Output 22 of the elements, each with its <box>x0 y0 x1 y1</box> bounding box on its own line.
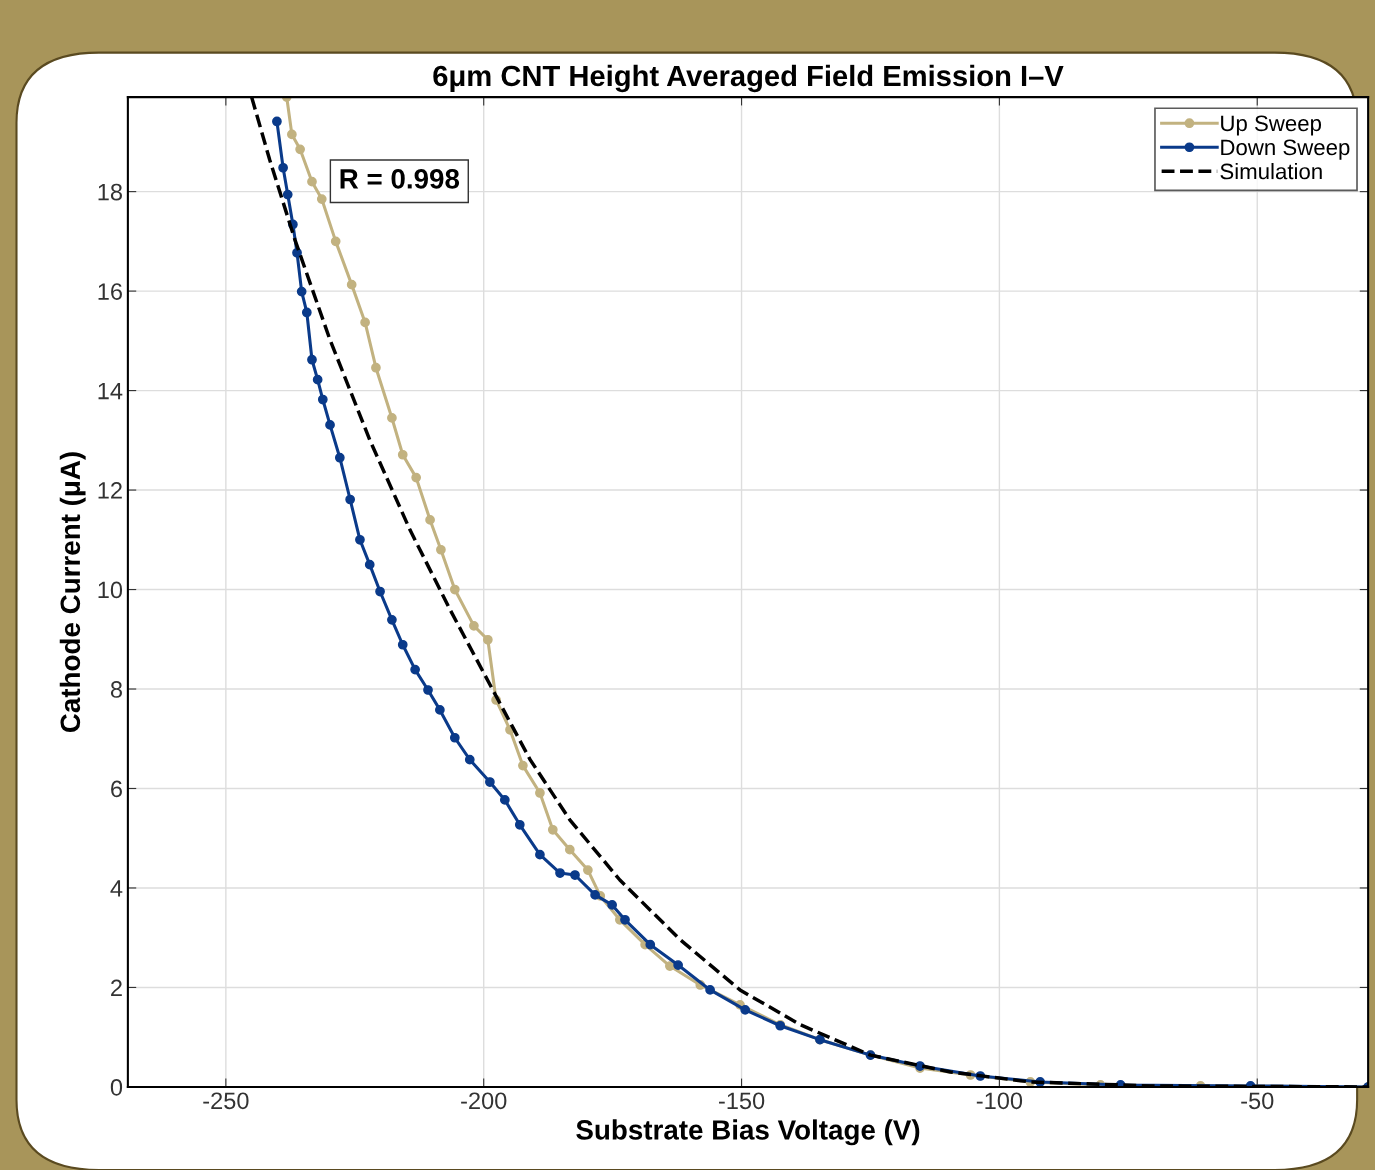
y-tick-label: 16 <box>98 283 122 300</box>
y-tick-label: 8 <box>110 681 122 698</box>
y-axis-title: Cathode Current (μA) <box>59 452 86 733</box>
y-tick-label: 14 <box>98 382 123 400</box>
y-tick-label: 0 <box>110 1079 123 1096</box>
chart-title: 6μm CNT Height Averaged Field Emission I–V <box>433 64 1064 93</box>
legend-label: Simulation <box>1220 162 1322 180</box>
annotation: R = 0.998 <box>340 169 460 189</box>
legend-label: Up Sweep <box>1221 115 1322 136</box>
legend-label: Down Sweep <box>1221 139 1350 160</box>
y-tick-label: 2 <box>111 979 122 997</box>
x-axis-title: Substrate Bias Voltage (V) <box>576 1119 920 1146</box>
x-tick-label: -150 <box>718 1092 765 1110</box>
y-tick-label: 10 <box>98 581 123 599</box>
y-tick-label: 12 <box>98 482 122 499</box>
x-tick-label: -200 <box>461 1092 507 1110</box>
x-tick-label: -250 <box>203 1092 249 1110</box>
x-tick-label: -50 <box>1241 1092 1274 1110</box>
y-tick-label: 18 <box>98 183 122 201</box>
y-tick-label: 4 <box>110 880 123 897</box>
y-tick-label: 6 <box>111 780 122 798</box>
x-tick-label: -100 <box>976 1092 1023 1110</box>
